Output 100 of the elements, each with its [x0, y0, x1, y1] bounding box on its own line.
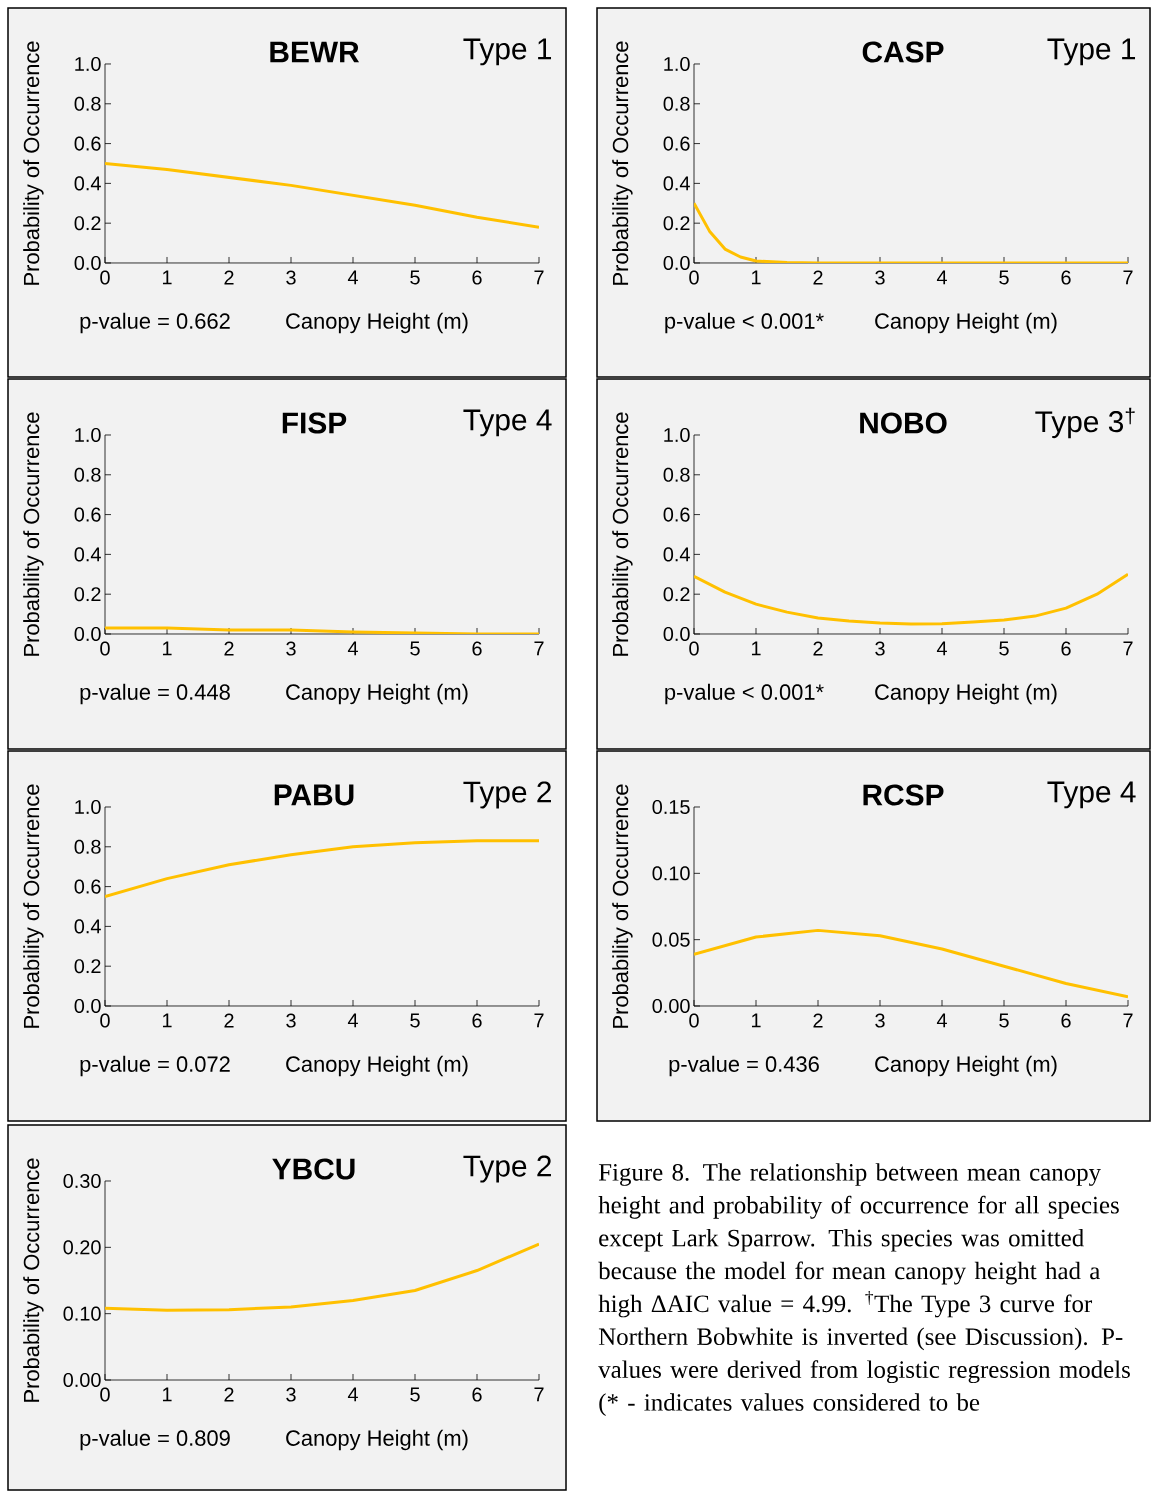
y-tick-label: 0.2	[663, 216, 690, 231]
x-tick-label: 2	[813, 270, 823, 285]
x-tick-label: 7	[1123, 270, 1133, 285]
y-tick-label: 0.6	[74, 507, 101, 522]
x-tick-label: 2	[813, 641, 823, 656]
chart-subtitle: Type 1	[463, 38, 552, 66]
y-tick-label: 1.0	[75, 56, 101, 72]
y-tick-label: 0.4	[663, 547, 690, 562]
x-axis-title: Canopy Height (m)	[286, 1055, 468, 1077]
chart-subtitle: Type 2	[463, 781, 551, 809]
x-tick-label: 0	[100, 1013, 110, 1028]
y-axis-title: Probability of Occurrence	[23, 784, 44, 1028]
y-axis-title: Probability of Occurrence	[23, 412, 44, 656]
text: Figure 8. The relationship between mean canopy height and probability of occurrence for all species except Lark Sparrow. This species was omitted because the model for mean canopy height had a high ΔAIC value = 4.99. $^{†}$The Type 3 curve for Northern Bobwhite is inverted (see Discussion). P-values were derived from logistic regression models (* - indicates values considered to be	[598, 1163, 1130, 1416]
x-tick-label: 0	[100, 1387, 110, 1402]
y-tick-label: 1.0	[664, 427, 690, 443]
x-tick-label: 6	[1061, 270, 1071, 285]
text: p-value = 0.662	[80, 312, 230, 334]
chart-title: FISP	[282, 412, 347, 434]
chart-title: RCSP	[863, 784, 944, 806]
x-tick-label: 4	[936, 1013, 947, 1028]
y-tick-label: 0.10	[63, 1306, 101, 1321]
x-axis-title: Canopy Height (m)	[875, 683, 1057, 705]
x-tick-label: 2	[224, 641, 234, 656]
y-tick-label: 0.8	[74, 467, 101, 482]
chart-title: CASP	[862, 41, 944, 63]
x-tick-label: 3	[286, 270, 296, 285]
y-tick-label: 0.4	[663, 176, 690, 191]
x-tick-label: 2	[813, 1013, 823, 1028]
x-tick-label: 4	[936, 641, 947, 656]
x-tick-label: 7	[1123, 1013, 1133, 1028]
y-tick-label: 0.8	[663, 467, 690, 482]
x-axis-title: Canopy Height (m)	[875, 1055, 1057, 1077]
y-tick-label: 0.8	[74, 96, 101, 111]
y-tick-label: 0.2	[74, 587, 101, 602]
y-tick-label: 0.6	[663, 136, 690, 151]
x-axis-title: Canopy Height (m)	[286, 1429, 468, 1451]
chart-subtitle: Type 4	[463, 409, 552, 437]
y-tick-label: 0.8	[663, 96, 690, 111]
y-tick-label: 0.4	[74, 919, 101, 934]
x-tick-label: 3	[286, 1387, 296, 1402]
x-axis-title: Canopy Height (m)	[875, 312, 1057, 334]
x-tick-label: 0	[689, 641, 699, 656]
x-tick-label: 0	[689, 1013, 699, 1028]
chart-title: BEWR	[270, 41, 360, 63]
y-axis-title: Probability of Occurrence	[23, 1158, 44, 1402]
x-tick-label: 1	[162, 1387, 172, 1402]
y-tick-label: 0.0	[663, 626, 690, 642]
x-tick-label: 5	[410, 1013, 420, 1028]
x-tick-label: 7	[1123, 641, 1133, 656]
y-tick-label: 0.4	[74, 547, 101, 562]
y-axis-title: Probability of Occurrence	[612, 412, 633, 656]
y-tick-label: 0.6	[74, 879, 101, 894]
x-tick-label: 6	[1061, 1013, 1071, 1028]
x-tick-label: 3	[875, 1013, 885, 1028]
y-tick-label: 0.8	[74, 839, 101, 854]
line-series	[694, 928, 1128, 999]
y-tick-label: 0.2	[663, 587, 690, 602]
x-tick-label: 4	[347, 1013, 358, 1028]
text: p-value = 0.072	[80, 1055, 230, 1077]
x-tick-label: 0	[100, 270, 110, 285]
x-tick-label: 5	[999, 270, 1009, 285]
text: p-value = 0.809	[80, 1429, 230, 1451]
x-axis-title: Canopy Height (m)	[286, 312, 468, 334]
y-tick-label: 0.00	[652, 998, 690, 1014]
y-tick-label: 0.10	[652, 866, 690, 881]
line-series	[105, 839, 539, 899]
x-axis-title: Canopy Height (m)	[286, 683, 468, 705]
y-tick-label: 0.0	[74, 998, 101, 1014]
x-tick-label: 3	[875, 641, 885, 656]
x-tick-label: 5	[410, 641, 420, 656]
x-tick-label: 5	[999, 1013, 1009, 1028]
y-axis-title: Probability of Occurrence	[612, 784, 633, 1028]
y-axis-title: Probability of Occurrence	[23, 41, 44, 285]
y-tick-label: 1.0	[664, 56, 690, 72]
y-tick-label: 0.2	[74, 959, 101, 974]
x-tick-label: 2	[224, 1013, 234, 1028]
y-tick-label: 1.0	[75, 799, 101, 815]
x-tick-label: 6	[472, 1387, 482, 1402]
text: p-value < 0.001*	[665, 312, 824, 334]
x-tick-label: 4	[936, 270, 947, 285]
y-tick-label: 0.0	[74, 626, 101, 642]
x-tick-label: 5	[410, 1387, 420, 1402]
y-tick-label: 0.30	[63, 1173, 101, 1189]
x-tick-label: 4	[347, 270, 358, 285]
chart-subtitle: Type 2	[463, 1155, 551, 1183]
x-tick-label: 1	[162, 1013, 172, 1028]
y-tick-label: 0.0	[663, 255, 690, 271]
x-tick-label: 3	[286, 1013, 296, 1028]
x-tick-label: 5	[410, 270, 420, 285]
x-tick-label: 1	[751, 270, 761, 285]
y-tick-label: 1.0	[75, 427, 101, 443]
y-tick-label: 0.15	[652, 799, 690, 815]
y-tick-label: 0.6	[663, 507, 690, 522]
y-tick-label: 0.0	[74, 255, 101, 271]
x-tick-label: 2	[224, 270, 234, 285]
x-tick-label: 5	[999, 641, 1009, 656]
line-series	[105, 1242, 539, 1312]
y-tick-label: 0.6	[74, 136, 101, 151]
x-tick-label: 1	[751, 1013, 761, 1028]
